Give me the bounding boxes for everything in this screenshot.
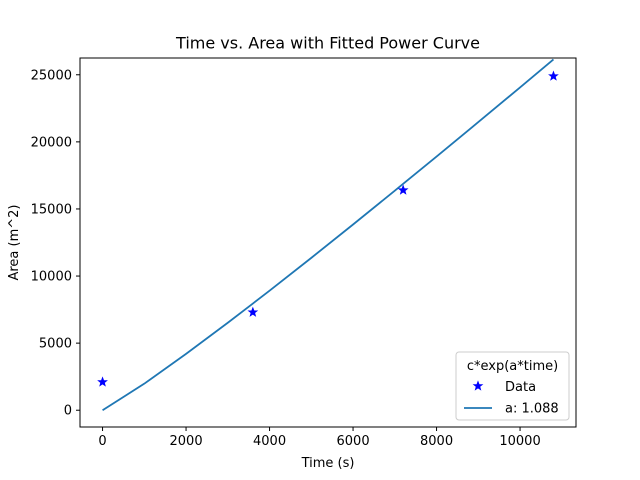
y-tick-label: 10000 bbox=[31, 270, 72, 285]
fit-curve-line bbox=[102, 58, 555, 411]
x-axis: 0 2000 4000 6000 8000 10000 bbox=[98, 427, 541, 449]
legend: c*exp(a*time) Data a: 1.088 bbox=[455, 351, 570, 421]
data-point-star bbox=[97, 376, 108, 387]
y-tick-label: 15000 bbox=[31, 202, 72, 217]
data-point-star bbox=[247, 306, 259, 317]
data-point-star bbox=[548, 70, 559, 81]
chart-title: Time vs. Area with Fitted Power Curve bbox=[175, 34, 480, 53]
x-tick-label: 8000 bbox=[420, 434, 453, 449]
plot-area bbox=[79, 57, 577, 428]
x-tick-label: 10000 bbox=[499, 434, 540, 449]
y-tick-label: 0 bbox=[64, 404, 72, 419]
legend-star-icon bbox=[472, 380, 484, 391]
x-tick-label: 6000 bbox=[337, 434, 370, 449]
x-axis-label: Time (s) bbox=[301, 456, 355, 471]
x-tick-label: 2000 bbox=[170, 434, 203, 449]
y-tick-label: 20000 bbox=[31, 135, 72, 150]
legend-box bbox=[455, 351, 570, 421]
legend-marker-data bbox=[472, 380, 484, 391]
legend-label-data: Data bbox=[505, 380, 536, 395]
y-tick-label: 5000 bbox=[39, 337, 72, 352]
data-point-star bbox=[397, 184, 409, 195]
x-tick-label: 0 bbox=[98, 434, 106, 449]
series-layer bbox=[97, 58, 559, 411]
x-tick-label: 4000 bbox=[253, 434, 286, 449]
y-axis-label: Area (m^2) bbox=[7, 204, 22, 280]
y-axis: 0 5000 10000 15000 20000 25000 bbox=[31, 68, 80, 419]
legend-title: c*exp(a*time) bbox=[467, 359, 558, 374]
y-tick-label: 25000 bbox=[31, 68, 72, 83]
legend-label-fit: a: 1.088 bbox=[505, 402, 559, 417]
